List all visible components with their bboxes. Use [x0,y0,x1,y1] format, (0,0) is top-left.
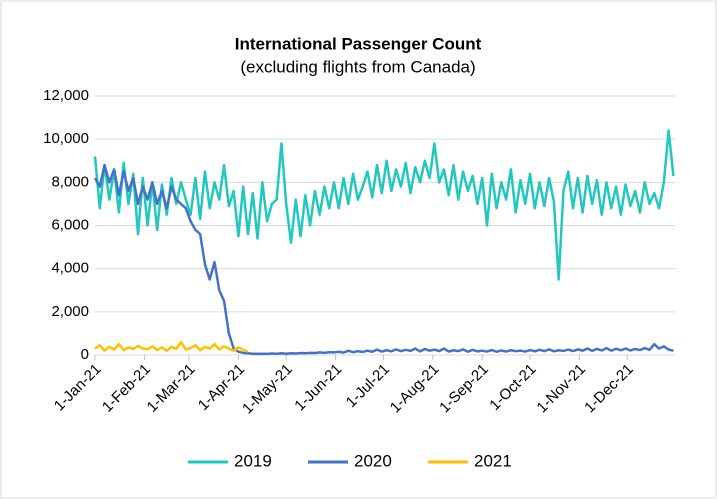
chart-title: International Passenger Count [235,34,482,53]
series-line [94,340,249,353]
y-tick-label: 6,000 [51,216,89,233]
legend-label: 2020 [354,451,392,470]
y-tick-label: 10,000 [43,130,89,147]
y-tick-label: 12,000 [43,87,89,104]
y-tick-label: 4,000 [51,260,89,277]
y-tick-label: 0 [81,346,89,363]
series-line [93,129,675,281]
legend-label: 2021 [474,451,512,470]
y-tick-label: 8,000 [51,173,89,190]
series-line [93,163,674,356]
y-tick-label: 2,000 [51,303,89,320]
chart-subtitle: (excluding flights from Canada) [240,57,475,76]
legend-label: 2019 [234,451,272,470]
